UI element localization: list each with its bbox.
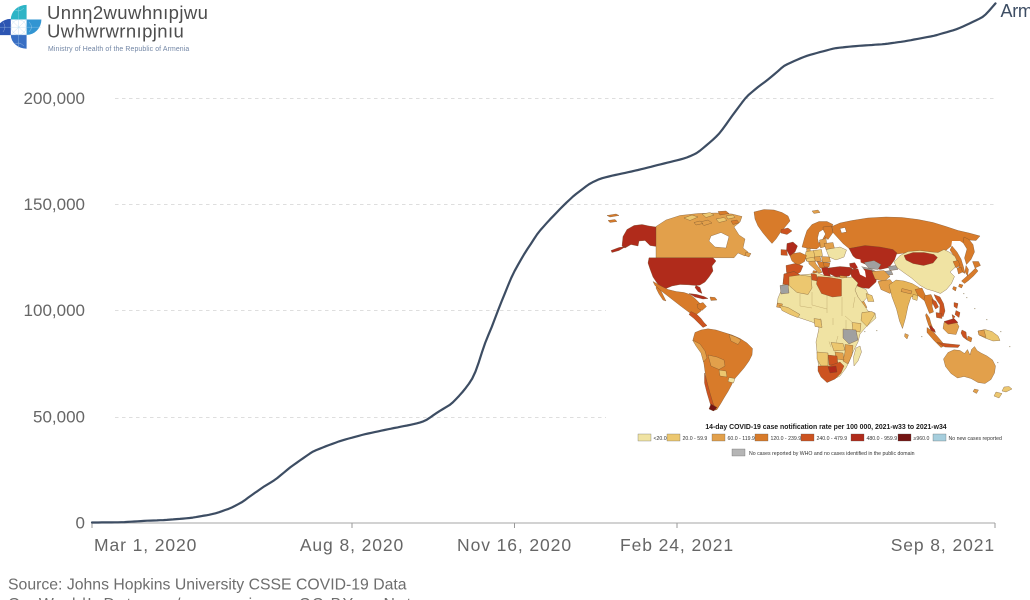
svg-text:480.0 - 959.9: 480.0 - 959.9	[867, 436, 898, 442]
svg-text:OurWorldInData.org/coronavirus: OurWorldInData.org/coronavirus • CC BY —…	[8, 596, 423, 600]
svg-text:No cases reported by WHO and n: No cases reported by WHO and no cases id…	[749, 451, 915, 457]
svg-text:Uwhwrwrnıpjnıu: Uwhwrwrnıpjnıu	[47, 21, 184, 42]
svg-text:Nov 16, 2020: Nov 16, 2020	[457, 535, 572, 555]
svg-text:50,000: 50,000	[33, 408, 85, 427]
svg-text:Aug 8, 2020: Aug 8, 2020	[300, 535, 404, 555]
svg-text:150,000: 150,000	[24, 195, 85, 214]
svg-text:20.0 - 59.9: 20.0 - 59.9	[683, 436, 708, 442]
svg-text:≥960.0: ≥960.0	[914, 436, 930, 442]
svg-text:200,000: 200,000	[24, 89, 85, 108]
svg-text:Armenia: Armenia	[1001, 1, 1030, 21]
svg-text:240.0 - 479.9: 240.0 - 479.9	[817, 436, 848, 442]
svg-text:Source: Johns Hopkins Universi: Source: Johns Hopkins University CSSE CO…	[8, 577, 407, 594]
svg-text:60.0 - 119.9: 60.0 - 119.9	[728, 436, 755, 442]
svg-text:Feb 24, 2021: Feb 24, 2021	[620, 535, 734, 555]
svg-text:Sep 8, 2021: Sep 8, 2021	[891, 535, 995, 555]
svg-text:0: 0	[76, 514, 85, 533]
svg-text:100,000: 100,000	[24, 301, 85, 320]
svg-text:Unnη2wuwhnıpjwu: Unnη2wuwhnıpjwu	[47, 2, 208, 23]
svg-text:120.0 - 239.9: 120.0 - 239.9	[771, 436, 802, 442]
svg-text:14-day COVID-19 case notificat: 14-day COVID-19 case notification rate p…	[705, 424, 946, 431]
svg-text:Mar 1, 2020: Mar 1, 2020	[94, 535, 197, 555]
svg-text:<20.0: <20.0	[654, 436, 667, 442]
svg-text:No new cases reported: No new cases reported	[949, 436, 1002, 442]
svg-text:Ministry of Health of the Repu: Ministry of Health of the Republic of Ar…	[48, 46, 189, 53]
